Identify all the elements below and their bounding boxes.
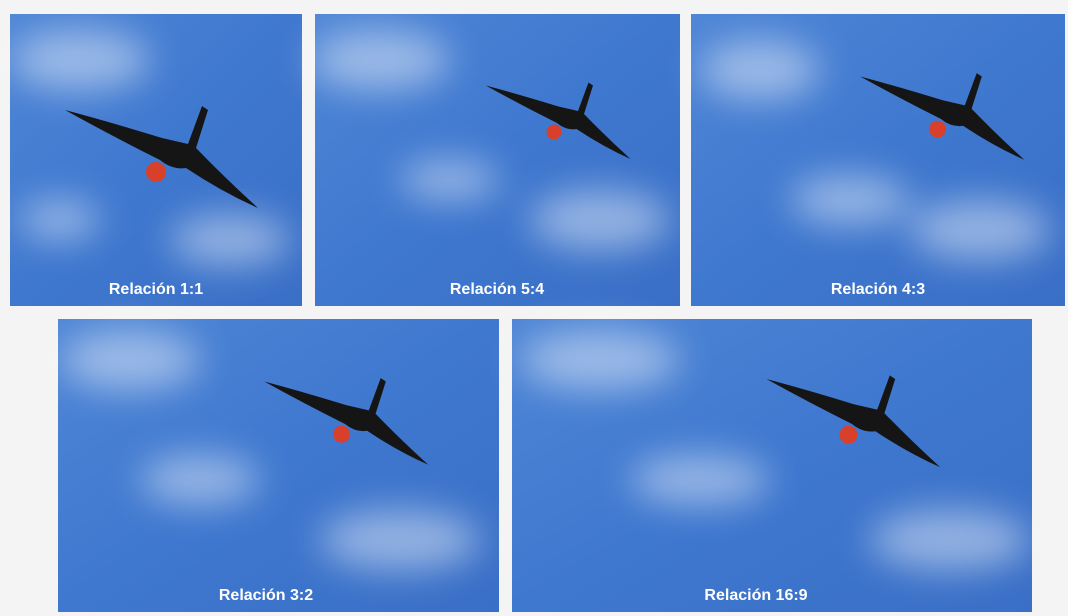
- photo-panel: Relación 1:1: [10, 14, 302, 306]
- photo-panel: Relación 3:2: [58, 319, 499, 612]
- page: Relación 1:1 Relación 5:4 Relación 4:3 R…: [0, 0, 1068, 616]
- panel-label: Relación 16:9: [704, 587, 807, 604]
- panel-label: Relación 4:3: [831, 281, 925, 298]
- photo-panel: Relación 4:3: [691, 14, 1065, 306]
- panel-label: Relación 5:4: [450, 281, 544, 298]
- photo-panel: Relación 5:4: [310, 14, 680, 306]
- photo-panel: Relación 16:9: [512, 319, 1032, 612]
- panel-label: Relación 3:2: [219, 587, 313, 604]
- panel-label: Relación 1:1: [109, 281, 203, 298]
- collage: Relación 1:1 Relación 5:4 Relación 4:3 R…: [0, 0, 1068, 616]
